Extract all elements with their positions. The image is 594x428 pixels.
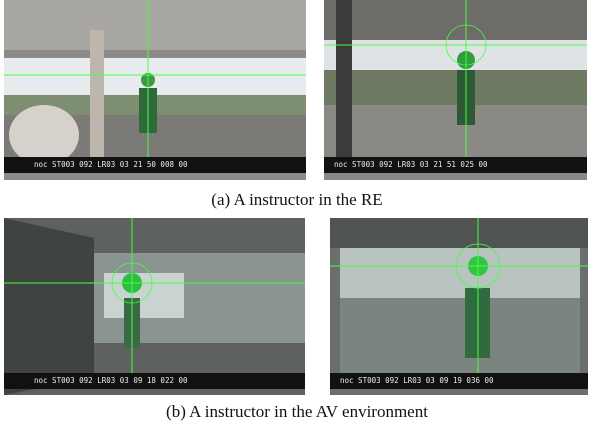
- caption: (b) A instructor in the AV environment: [0, 402, 594, 422]
- photo-av-1: noc ST003 092 LR03 03 09 18 022 00: [4, 218, 305, 395]
- overlay-text: noc ST003 092 LR03 03 21 51 025 00: [334, 160, 488, 169]
- overlay-text: noc ST003 092 LR03 03 09 18 022 00: [34, 376, 188, 385]
- photo-av-2: noc ST003 092 LR03 03 09 19 036 00: [330, 218, 588, 395]
- overlay-text: noc ST003 092 LR03 03 21 50 008 00: [34, 160, 188, 169]
- photo-re-1: noc ST003 092 LR03 03 21 50 008 00: [4, 0, 306, 180]
- caption: (a) A instructor in the RE: [0, 190, 594, 210]
- figure-page: noc ST003 092 LR03 03 21 50 008 00 noc S…: [0, 0, 594, 428]
- overlay-text: noc ST003 092 LR03 03 09 19 036 00: [340, 376, 494, 385]
- photo-re-2: noc ST003 092 LR03 03 21 51 025 00: [324, 0, 587, 180]
